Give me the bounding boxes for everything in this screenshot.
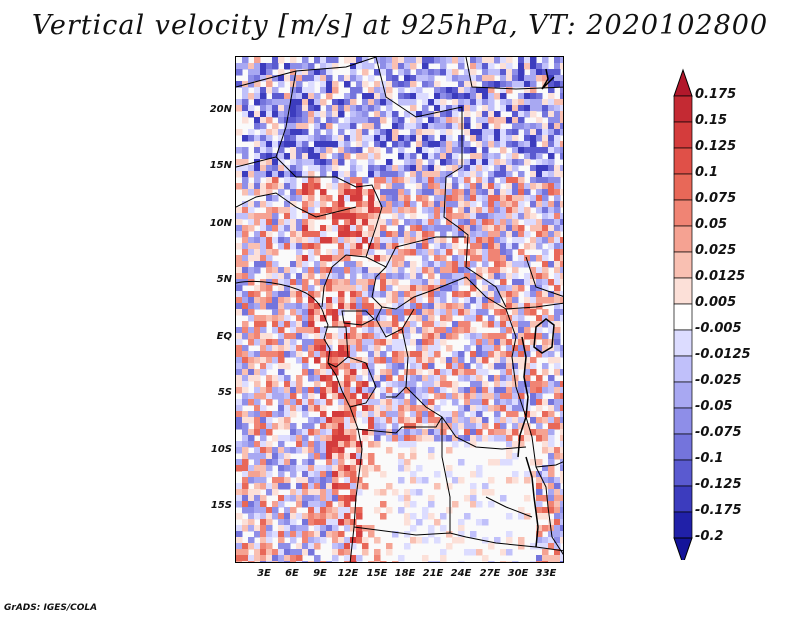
lon-label: 18E: [394, 568, 416, 579]
lat-label: 15S: [210, 500, 232, 511]
colorbar-swatch: [673, 199, 693, 227]
colorbar: [673, 68, 693, 560]
colorbar-swatch: [673, 225, 693, 253]
colorbar-swatch: [673, 407, 693, 435]
colorbar-tick-label: 0.175: [695, 87, 737, 102]
lon-label: 15E: [366, 568, 388, 579]
colorbar-bottom-arrow: [673, 537, 693, 560]
colorbar-tick-label: -0.005: [695, 321, 742, 336]
colorbar-tick-label: -0.025: [695, 373, 742, 388]
lon-label: 9E: [313, 568, 327, 579]
colorbar-swatch: [673, 355, 693, 383]
lat-label: EQ: [216, 331, 232, 342]
colorbar-swatch: [673, 303, 693, 331]
colorbar-swatch: [673, 95, 693, 123]
colorbar-tick-label: -0.075: [695, 425, 742, 440]
colorbar-tick-label: 0.075: [695, 191, 737, 206]
colorbar-top-arrow: [673, 68, 693, 97]
colorbar-tick-label: 0.1: [695, 165, 719, 180]
lon-label: 3E: [257, 568, 271, 579]
colorbar-tick-label: -0.125: [695, 477, 742, 492]
colorbar-tick-label: 0.005: [695, 295, 737, 310]
colorbar-swatch: [673, 433, 693, 461]
footer-credit: GrADS: IGES/COLA: [4, 603, 98, 613]
lat-label: 10S: [210, 444, 232, 455]
colorbar-tick-label: -0.175: [695, 503, 742, 518]
colorbar-tick-label: 0.0125: [695, 269, 746, 284]
lat-label: 5S: [217, 387, 232, 398]
colorbar-swatch: [673, 459, 693, 487]
colorbar-tick-label: 0.125: [695, 139, 737, 154]
colorbar-swatch: [673, 147, 693, 175]
lon-label: 33E: [535, 568, 557, 579]
colorbar-swatch: [673, 381, 693, 409]
chart-title: Vertical velocity [m/s] at 925hPa, VT: 2…: [31, 10, 769, 41]
lat-label: 15N: [209, 160, 232, 171]
colorbar-tick-label: -0.1: [695, 451, 724, 466]
country-borders: [236, 57, 563, 562]
colorbar-tick-label: 0.05: [695, 217, 728, 232]
lat-label: 5N: [216, 274, 232, 285]
colorbar-swatch: [673, 251, 693, 279]
lon-label: 27E: [479, 568, 501, 579]
colorbar-tick-label: -0.2: [695, 529, 724, 544]
lon-label: 21E: [422, 568, 444, 579]
colorbar-tick-label: 0.15: [695, 113, 728, 128]
lon-label: 24E: [450, 568, 472, 579]
colorbar-swatch: [673, 173, 693, 201]
lat-label: 10N: [209, 218, 232, 229]
lat-label: 20N: [209, 104, 232, 115]
colorbar-swatch: [673, 511, 693, 539]
colorbar-tick-label: -0.05: [695, 399, 733, 414]
lon-label: 12E: [337, 568, 359, 579]
lon-label: 6E: [285, 568, 299, 579]
colorbar-swatch: [673, 277, 693, 305]
colorbar-swatch: [673, 121, 693, 149]
map-panel: [235, 56, 564, 563]
lon-label: 30E: [507, 568, 529, 579]
colorbar-swatch: [673, 485, 693, 513]
velocity-field: [236, 57, 563, 562]
colorbar-tick-label: -0.0125: [695, 347, 751, 362]
colorbar-swatch: [673, 329, 693, 357]
colorbar-tick-label: 0.025: [695, 243, 737, 258]
